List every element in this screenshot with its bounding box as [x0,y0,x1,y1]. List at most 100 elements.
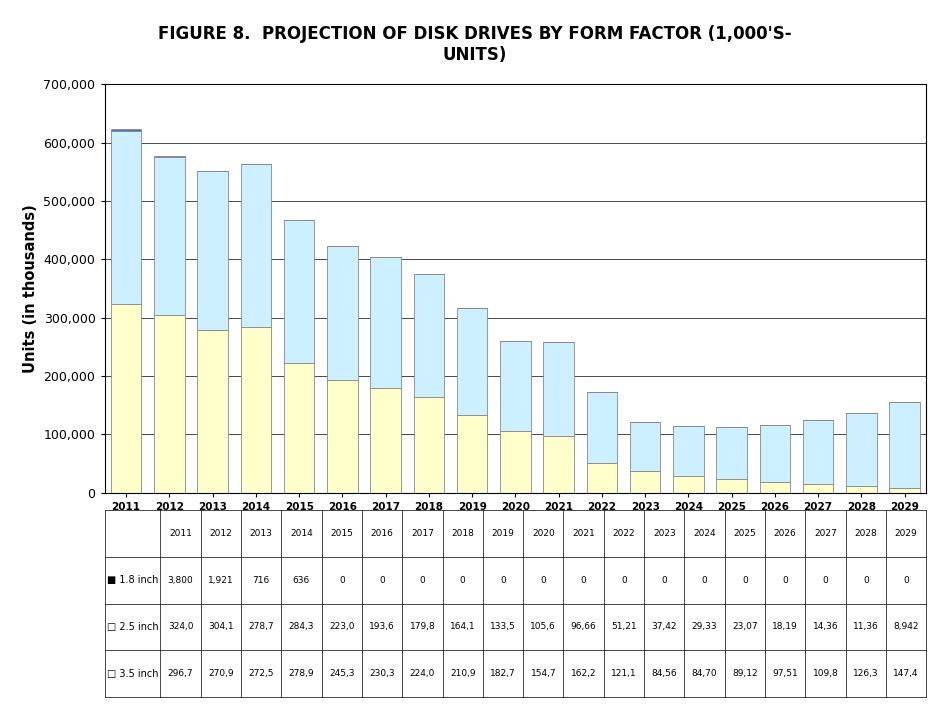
Text: 2021: 2021 [572,529,595,539]
Bar [111,131,142,304]
Text: 210,9: 210,9 [450,669,476,678]
Text: 0: 0 [702,576,708,585]
Bar [111,129,142,131]
Bar [457,308,487,415]
Text: 23,07: 23,07 [732,622,758,631]
Text: 324,0: 324,0 [168,622,193,631]
Text: 2020: 2020 [532,529,555,539]
Bar [240,164,271,327]
Text: 0: 0 [339,576,345,585]
Text: 105,6: 105,6 [530,622,556,631]
Text: ■ 1.8 inch: ■ 1.8 inch [107,575,159,585]
Text: 154,7: 154,7 [530,669,556,678]
Bar [889,401,920,488]
Bar [803,484,833,493]
Text: 133,5: 133,5 [490,622,516,631]
Text: 0: 0 [580,576,586,585]
Bar [543,342,574,436]
Bar [414,397,444,493]
Text: 2019: 2019 [491,529,515,539]
Text: 126,3: 126,3 [853,669,879,678]
Text: 224,0: 224,0 [409,669,435,678]
Bar [327,246,357,380]
Bar [630,422,660,471]
Bar [803,420,833,484]
Text: FIGURE 8.  PROJECTION OF DISK DRIVES BY FORM FACTOR (1,000'S-: FIGURE 8. PROJECTION OF DISK DRIVES BY F… [159,25,791,43]
Bar [198,171,228,330]
Bar [674,427,704,476]
Text: 0: 0 [782,576,788,585]
Text: 2018: 2018 [451,529,474,539]
Text: 270,9: 270,9 [208,669,234,678]
Text: 2013: 2013 [250,529,273,539]
Text: 304,1: 304,1 [208,622,234,631]
Text: 84,56: 84,56 [652,669,677,678]
Text: 2023: 2023 [653,529,675,539]
Text: 2028: 2028 [854,529,877,539]
Text: 223,0: 223,0 [329,622,354,631]
Bar [457,415,487,493]
Bar [240,327,271,493]
Bar [501,341,530,432]
Text: 278,9: 278,9 [289,669,314,678]
Text: 164,1: 164,1 [450,622,476,631]
Bar [154,156,184,158]
Text: 2027: 2027 [814,529,837,539]
Bar [846,486,877,493]
Bar [414,274,444,397]
Text: 2015: 2015 [331,529,353,539]
Bar [760,425,790,482]
Bar [889,488,920,493]
Text: 14,36: 14,36 [812,622,838,631]
Text: 2022: 2022 [613,529,636,539]
Text: 0: 0 [460,576,466,585]
Text: 716: 716 [253,576,270,585]
Text: UNITS): UNITS) [443,46,507,64]
Bar [846,413,877,486]
Text: 51,21: 51,21 [611,622,636,631]
Bar [327,380,357,493]
Bar [587,463,617,493]
Text: 2026: 2026 [774,529,796,539]
Text: 2024: 2024 [694,529,716,539]
Text: 230,3: 230,3 [370,669,395,678]
Bar [154,158,184,315]
Bar [630,471,660,493]
Text: 2012: 2012 [209,529,232,539]
Text: □ 2.5 inch: □ 2.5 inch [107,622,159,632]
Text: 84,70: 84,70 [692,669,717,678]
Text: 3,800: 3,800 [167,576,194,585]
Bar [370,388,401,493]
Text: 162,2: 162,2 [571,669,597,678]
Text: 147,4: 147,4 [893,669,919,678]
Text: 296,7: 296,7 [168,669,194,678]
Bar [543,436,574,493]
Text: 272,5: 272,5 [248,669,274,678]
Bar [716,427,747,479]
Text: 2029: 2029 [895,529,918,539]
Bar [587,392,617,463]
Text: 636: 636 [293,576,310,585]
Text: 37,42: 37,42 [652,622,677,631]
Bar [111,304,142,493]
Text: 96,66: 96,66 [571,622,597,631]
Text: 2017: 2017 [411,529,434,539]
Bar [370,257,401,388]
Text: 11,36: 11,36 [853,622,879,631]
Text: 2014: 2014 [290,529,313,539]
Text: 284,3: 284,3 [289,622,314,631]
Bar [284,363,314,493]
Text: 97,51: 97,51 [772,669,798,678]
Text: 89,12: 89,12 [732,669,758,678]
Text: 278,7: 278,7 [248,622,274,631]
Text: 0: 0 [379,576,385,585]
Text: 193,6: 193,6 [370,622,395,631]
Text: 2025: 2025 [733,529,756,539]
Text: 2011: 2011 [169,529,192,539]
Text: 0: 0 [863,576,868,585]
Text: 8,942: 8,942 [893,622,919,631]
Text: 179,8: 179,8 [409,622,435,631]
Bar [674,476,704,493]
Bar [760,482,790,493]
Text: □ 3.5 inch: □ 3.5 inch [107,669,159,679]
